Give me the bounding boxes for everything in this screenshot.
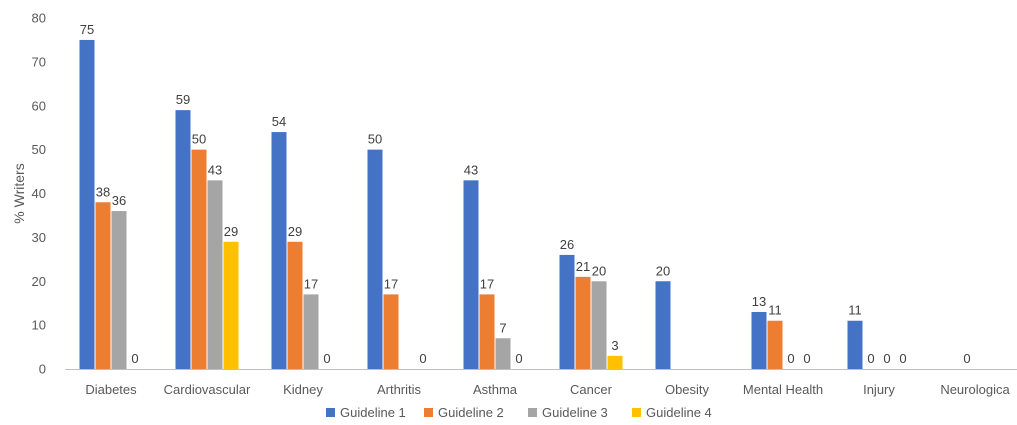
data-label: 26: [560, 237, 574, 252]
data-label: 0: [323, 351, 330, 366]
bar-series: [79, 39, 863, 369]
bar: [575, 276, 591, 369]
bar: [607, 355, 623, 369]
y-tick-label: 70: [32, 54, 46, 69]
y-tick-label: 30: [32, 230, 46, 245]
y-tick-label: 80: [32, 11, 46, 26]
x-tick-label: Injury: [863, 382, 895, 397]
bar: [79, 39, 95, 369]
bar: [847, 320, 863, 369]
bar: [223, 241, 239, 369]
data-label: 38: [96, 184, 110, 199]
x-tick-label: Cancer: [570, 382, 613, 397]
y-tick-label: 20: [32, 274, 46, 289]
bar: [191, 149, 207, 369]
x-tick-label: Arthritis: [377, 382, 422, 397]
bar: [303, 294, 319, 369]
bar: [767, 320, 783, 369]
data-label: 0: [787, 351, 794, 366]
bar: [591, 281, 607, 369]
bar: [175, 110, 191, 369]
y-tick-label: 40: [32, 186, 46, 201]
x-tick-label: Obesity: [665, 382, 710, 397]
data-label: 36: [112, 193, 126, 208]
data-label: 0: [419, 351, 426, 366]
data-label: 0: [963, 351, 970, 366]
x-tick-label: Asthma: [473, 382, 518, 397]
x-tick-label: Kidney: [283, 382, 323, 397]
data-label: 17: [384, 276, 398, 291]
data-label: 0: [803, 351, 810, 366]
data-label: 0: [899, 351, 906, 366]
bar: [655, 281, 671, 369]
data-label: 20: [592, 263, 606, 278]
data-label: 0: [867, 351, 874, 366]
data-label: 7: [499, 320, 506, 335]
x-tick-label: Cardiovascular: [164, 382, 251, 397]
bar: [383, 294, 399, 369]
legend-label: Guideline 4: [646, 405, 712, 420]
bar: [287, 241, 303, 369]
data-label: 0: [883, 351, 890, 366]
legend-label: Guideline 2: [438, 405, 504, 420]
bar: [479, 294, 495, 369]
data-label: 43: [208, 162, 222, 177]
bar: [271, 132, 287, 369]
bar: [111, 211, 127, 369]
data-label: 11: [768, 303, 782, 318]
data-label: 0: [515, 351, 522, 366]
x-tick-label: Neurologica: [940, 382, 1010, 397]
x-axis-ticks: Diabetes Cardiovascular Kidney Arthritis Ast…: [85, 382, 1010, 397]
legend-swatch: [326, 408, 335, 417]
legend-label: Guideline 1: [340, 405, 406, 420]
data-label: 75: [80, 22, 94, 37]
bar: [463, 180, 479, 369]
y-tick-label: 50: [32, 142, 46, 157]
y-tick-label: 60: [32, 98, 46, 113]
data-label: 50: [192, 132, 206, 147]
y-axis-title: % Writers: [11, 163, 27, 223]
y-tick-label: 10: [32, 318, 46, 333]
data-label: 50: [368, 132, 382, 147]
bar: [559, 254, 575, 369]
data-label: 20: [656, 263, 670, 278]
legend-label: Guideline 3: [542, 405, 608, 420]
bar: [207, 180, 223, 369]
bar: [751, 311, 767, 369]
y-tick-label: 0: [39, 362, 46, 377]
data-label: 11: [848, 303, 862, 318]
data-label: 43: [464, 162, 478, 177]
legend: Guideline 1 Guideline 2 Guideline 3 Guideli…: [326, 405, 712, 420]
data-label: 29: [288, 224, 302, 239]
x-tick-label: Diabetes: [85, 382, 137, 397]
legend-swatch: [528, 408, 537, 417]
bar: [95, 202, 111, 369]
data-label: 21: [576, 259, 590, 274]
data-label: 0: [131, 351, 138, 366]
data-label: 54: [272, 114, 286, 129]
data-label: 3: [611, 338, 618, 353]
data-label: 13: [752, 294, 766, 309]
data-label: 29: [224, 224, 238, 239]
bar: [495, 338, 511, 369]
data-label: 59: [176, 92, 190, 107]
data-label: 17: [480, 276, 494, 291]
legend-swatch: [424, 408, 433, 417]
data-label: 17: [304, 276, 318, 291]
x-tick-label: Mental Health: [743, 382, 823, 397]
legend-swatch: [632, 408, 641, 417]
bar: [367, 149, 383, 369]
